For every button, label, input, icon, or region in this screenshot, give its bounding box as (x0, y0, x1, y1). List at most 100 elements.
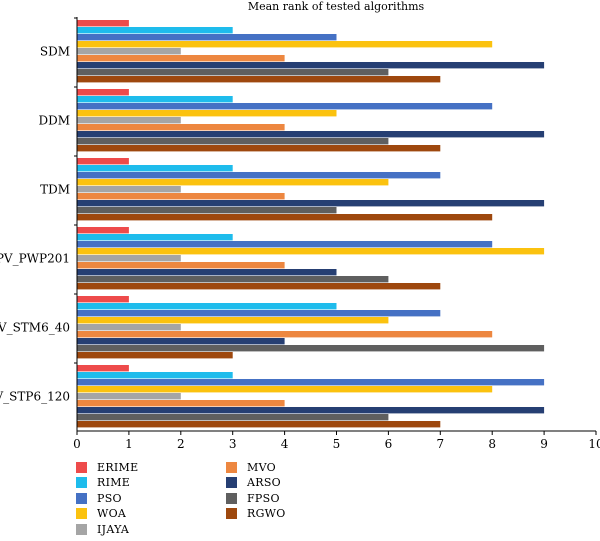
bar-pv-pwp201-fpso (77, 276, 389, 283)
x-tick-label: 1 (125, 437, 133, 451)
bar-sdm-erime (77, 20, 129, 27)
chart-title: Mean rank of tested algorithms (248, 0, 425, 13)
legend-label: ERIME (97, 460, 139, 474)
bar-pv-stp6-120-rime (77, 372, 233, 379)
bar-ddm-rgwo (77, 145, 441, 152)
bar-pv-stm6-40-arso (77, 338, 285, 345)
bar-pv-stm6-40-mvo (77, 331, 493, 338)
bar-pv-stm6-40-rgwo (77, 352, 233, 359)
x-tick-label: 9 (540, 437, 548, 451)
bar-tdm-rgwo (77, 214, 493, 221)
x-tick-label: 4 (281, 437, 289, 451)
bar-ddm-mvo (77, 124, 285, 131)
x-tick-label: 3 (229, 437, 237, 451)
bar-tdm-rime (77, 165, 233, 172)
bar-tdm-fpso (77, 207, 337, 214)
legend-item-arso: ARSO (226, 475, 281, 491)
category-label: PV_PWP201 (0, 252, 70, 266)
bar-tdm-arso (77, 200, 545, 207)
bar-pv-pwp201-mvo (77, 262, 285, 269)
bar-pv-stm6-40-ijaya (77, 324, 181, 331)
bar-pv-pwp201-arso (77, 269, 337, 276)
bar-ddm-arso (77, 131, 545, 138)
bar-pv-stp6-120-pso (77, 379, 545, 386)
legend-item-pso: PSO (76, 490, 122, 506)
bar-pv-stp6-120-woa (77, 386, 493, 393)
legend-item-rgwo: RGWO (226, 506, 286, 522)
bar-pv-stm6-40-fpso (77, 345, 545, 352)
bar-tdm-erime (77, 158, 129, 165)
legend-swatch (76, 477, 87, 488)
bar-sdm-rime (77, 27, 233, 34)
legend-swatch (226, 461, 237, 473)
legend: ERIME RIME PSO WOA IJAYA MVO ARSO FPSO RGWO (76, 459, 376, 539)
bars-group (77, 20, 545, 428)
legend-label: PSO (97, 491, 122, 505)
bar-sdm-fpso (77, 69, 389, 76)
x-tick-label: 8 (488, 437, 496, 451)
bar-sdm-rgwo (77, 76, 441, 83)
x-tick-label: 2 (177, 437, 185, 451)
bar-pv-stp6-120-mvo (77, 400, 285, 407)
x-tick-label: 10 (588, 437, 600, 451)
bar-ddm-ijaya (77, 117, 181, 124)
legend-label: ARSO (247, 476, 281, 489)
legend-item-ijaya: IJAYA (76, 521, 129, 537)
bar-tdm-woa (77, 179, 389, 186)
legend-item-mvo: MVO (226, 459, 276, 475)
bar-sdm-mvo (77, 55, 285, 62)
legend-swatch (226, 492, 237, 504)
legend-label: RIME (97, 476, 131, 489)
bar-tdm-ijaya (77, 186, 181, 193)
bar-pv-stp6-120-erime (77, 365, 129, 372)
bar-pv-stp6-120-fpso (77, 414, 389, 421)
category-label: PV_STP6_120 (0, 390, 70, 404)
category-label: SDM (40, 45, 70, 59)
category-label: TDM (40, 183, 70, 197)
bar-pv-stm6-40-erime (77, 296, 129, 303)
bar-pv-stp6-120-arso (77, 407, 545, 414)
x-tick-label: 5 (333, 437, 341, 451)
category-label: DDM (38, 114, 70, 128)
bar-sdm-woa (77, 41, 493, 48)
bar-ddm-erime (77, 89, 129, 96)
bar-pv-pwp201-rgwo (77, 283, 441, 290)
bar-tdm-pso (77, 172, 441, 179)
bar-sdm-ijaya (77, 48, 181, 55)
legend-swatch (76, 523, 87, 535)
legend-item-fpso: FPSO (226, 490, 280, 506)
bar-tdm-mvo (77, 193, 285, 200)
x-tick-label: 6 (385, 437, 393, 451)
bar-pv-stm6-40-pso (77, 310, 441, 317)
category-label: PV_STM6_40 (0, 321, 70, 335)
x-tick-label: 0 (73, 437, 81, 451)
x-tick-label: 7 (436, 437, 444, 451)
bar-pv-stp6-120-rgwo (77, 421, 441, 428)
legend-swatch (76, 508, 87, 519)
legend-swatch (226, 477, 237, 488)
bar-ddm-woa (77, 110, 337, 117)
bar-ddm-rime (77, 96, 233, 103)
legend-label: WOA (97, 507, 127, 520)
legend-label: MVO (247, 460, 276, 474)
legend-label: RGWO (247, 507, 286, 520)
bar-pv-pwp201-ijaya (77, 255, 181, 262)
bar-ddm-fpso (77, 138, 389, 145)
bar-pv-pwp201-erime (77, 227, 129, 234)
legend-item-erime: ERIME (76, 459, 138, 475)
legend-item-rime: RIME (76, 475, 130, 491)
bar-sdm-arso (77, 62, 545, 69)
bar-pv-stm6-40-rime (77, 303, 337, 310)
bar-pv-pwp201-pso (77, 241, 493, 248)
legend-label: IJAYA (97, 522, 130, 536)
bar-sdm-pso (77, 34, 337, 41)
axes-group: SDM DDM TDM PV_PWP201 PV_STM6_40 PV_STP6_120 0… (0, 17, 600, 451)
bar-pv-stp6-120-ijaya (77, 393, 181, 400)
bar-pv-pwp201-rime (77, 234, 233, 241)
legend-swatch (226, 508, 237, 519)
legend-swatch (76, 461, 87, 473)
bar-pv-stm6-40-woa (77, 317, 389, 324)
bar-ddm-pso (77, 103, 493, 110)
legend-swatch (76, 492, 87, 504)
